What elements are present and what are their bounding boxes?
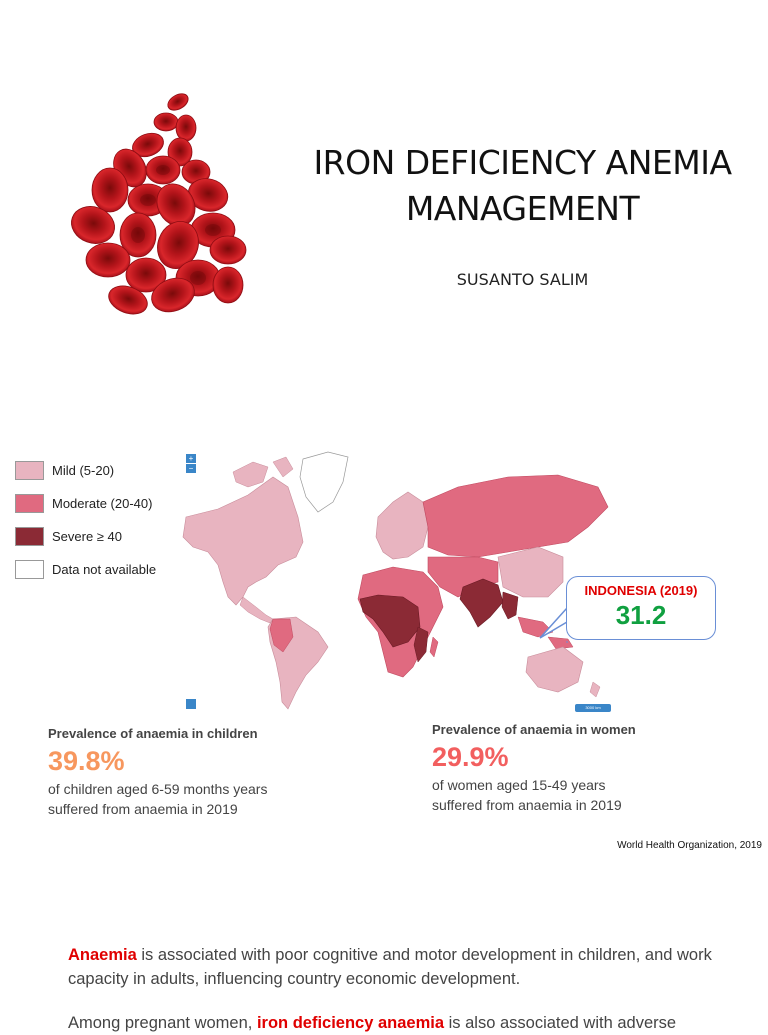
legend-swatch xyxy=(15,461,44,480)
women-stat-desc-2: suffered from anaemia in 2019 xyxy=(432,797,622,813)
callout-pointer xyxy=(539,607,568,639)
world-anaemia-map xyxy=(182,451,609,710)
red-blood-cells-image xyxy=(71,93,247,315)
map-scale-bar: 3000 km xyxy=(575,704,611,712)
highlight-iron-deficiency: iron deficiency anaemia xyxy=(256,1014,445,1032)
map-zoom-control: + − xyxy=(186,454,196,474)
legend-label: Data not available xyxy=(52,562,157,577)
paragraph-2-text: is also associated with adverse xyxy=(444,1014,677,1032)
legend-item-no-data: Data not available xyxy=(15,553,156,586)
legend-label: Moderate (20-40) xyxy=(52,496,153,511)
children-stat: Prevalence of anaemia in children 39.8% … xyxy=(48,726,267,819)
women-stat-value: 29.9% xyxy=(432,742,509,772)
paragraph-2: Among pregnant women, iron deficiency an… xyxy=(68,1011,728,1035)
women-stat-desc-1: of women aged 15-49 years xyxy=(432,777,606,793)
paragraph-1: Anaemia is associated with poor cognitiv… xyxy=(68,943,728,991)
paragraph-2-start: Among pregnant women, xyxy=(68,1014,257,1032)
title-line-2: MANAGEMENT xyxy=(405,189,640,228)
children-stat-desc-2: suffered from anaemia in 2019 xyxy=(48,801,238,817)
women-stat: Prevalence of anaemia in women 29.9% of … xyxy=(432,722,636,815)
legend-item-moderate: Moderate (20-40) xyxy=(15,487,156,520)
title-block: IRON DEFICIENCY ANEMIA MANAGEMENT SUSANT… xyxy=(300,140,745,289)
callout-country: INDONESIA (2019) xyxy=(584,583,698,598)
legend-item-mild: Mild (5-20) xyxy=(15,454,156,487)
children-stat-desc-1: of children aged 6-59 months years xyxy=(48,781,268,797)
layers-icon[interactable] xyxy=(186,699,196,709)
legend-item-severe: Severe ≥ 40 xyxy=(15,520,156,553)
map-legend: Mild (5-20) Moderate (20-40) Severe ≥ 40… xyxy=(15,454,156,586)
highlight-anaemia: Anaemia xyxy=(68,946,137,964)
slide-title: IRON DEFICIENCY ANEMIA MANAGEMENT xyxy=(300,140,745,232)
callout-value: 31.2 xyxy=(615,600,667,630)
legend-swatch xyxy=(15,527,44,546)
legend-swatch xyxy=(15,494,44,513)
legend-label: Mild (5-20) xyxy=(52,463,115,478)
paragraph-1-text: is associated with poor cognitive and mo… xyxy=(68,946,712,988)
women-stat-heading: Prevalence of anaemia in women xyxy=(432,722,636,737)
legend-swatch xyxy=(15,560,44,579)
title-line-1: IRON DEFICIENCY ANEMIA xyxy=(313,143,732,182)
zoom-out-button[interactable]: − xyxy=(186,464,196,473)
zoom-in-button[interactable]: + xyxy=(186,454,196,463)
source-citation: World Health Organization, 2019 xyxy=(617,840,762,851)
author-name: SUSANTO SALIM xyxy=(456,270,589,289)
indonesia-callout: INDONESIA (2019) 31.2 xyxy=(566,576,716,640)
children-stat-heading: Prevalence of anaemia in children xyxy=(48,726,258,741)
children-stat-value: 39.8% xyxy=(48,746,125,776)
legend-label: Severe ≥ 40 xyxy=(52,529,123,544)
